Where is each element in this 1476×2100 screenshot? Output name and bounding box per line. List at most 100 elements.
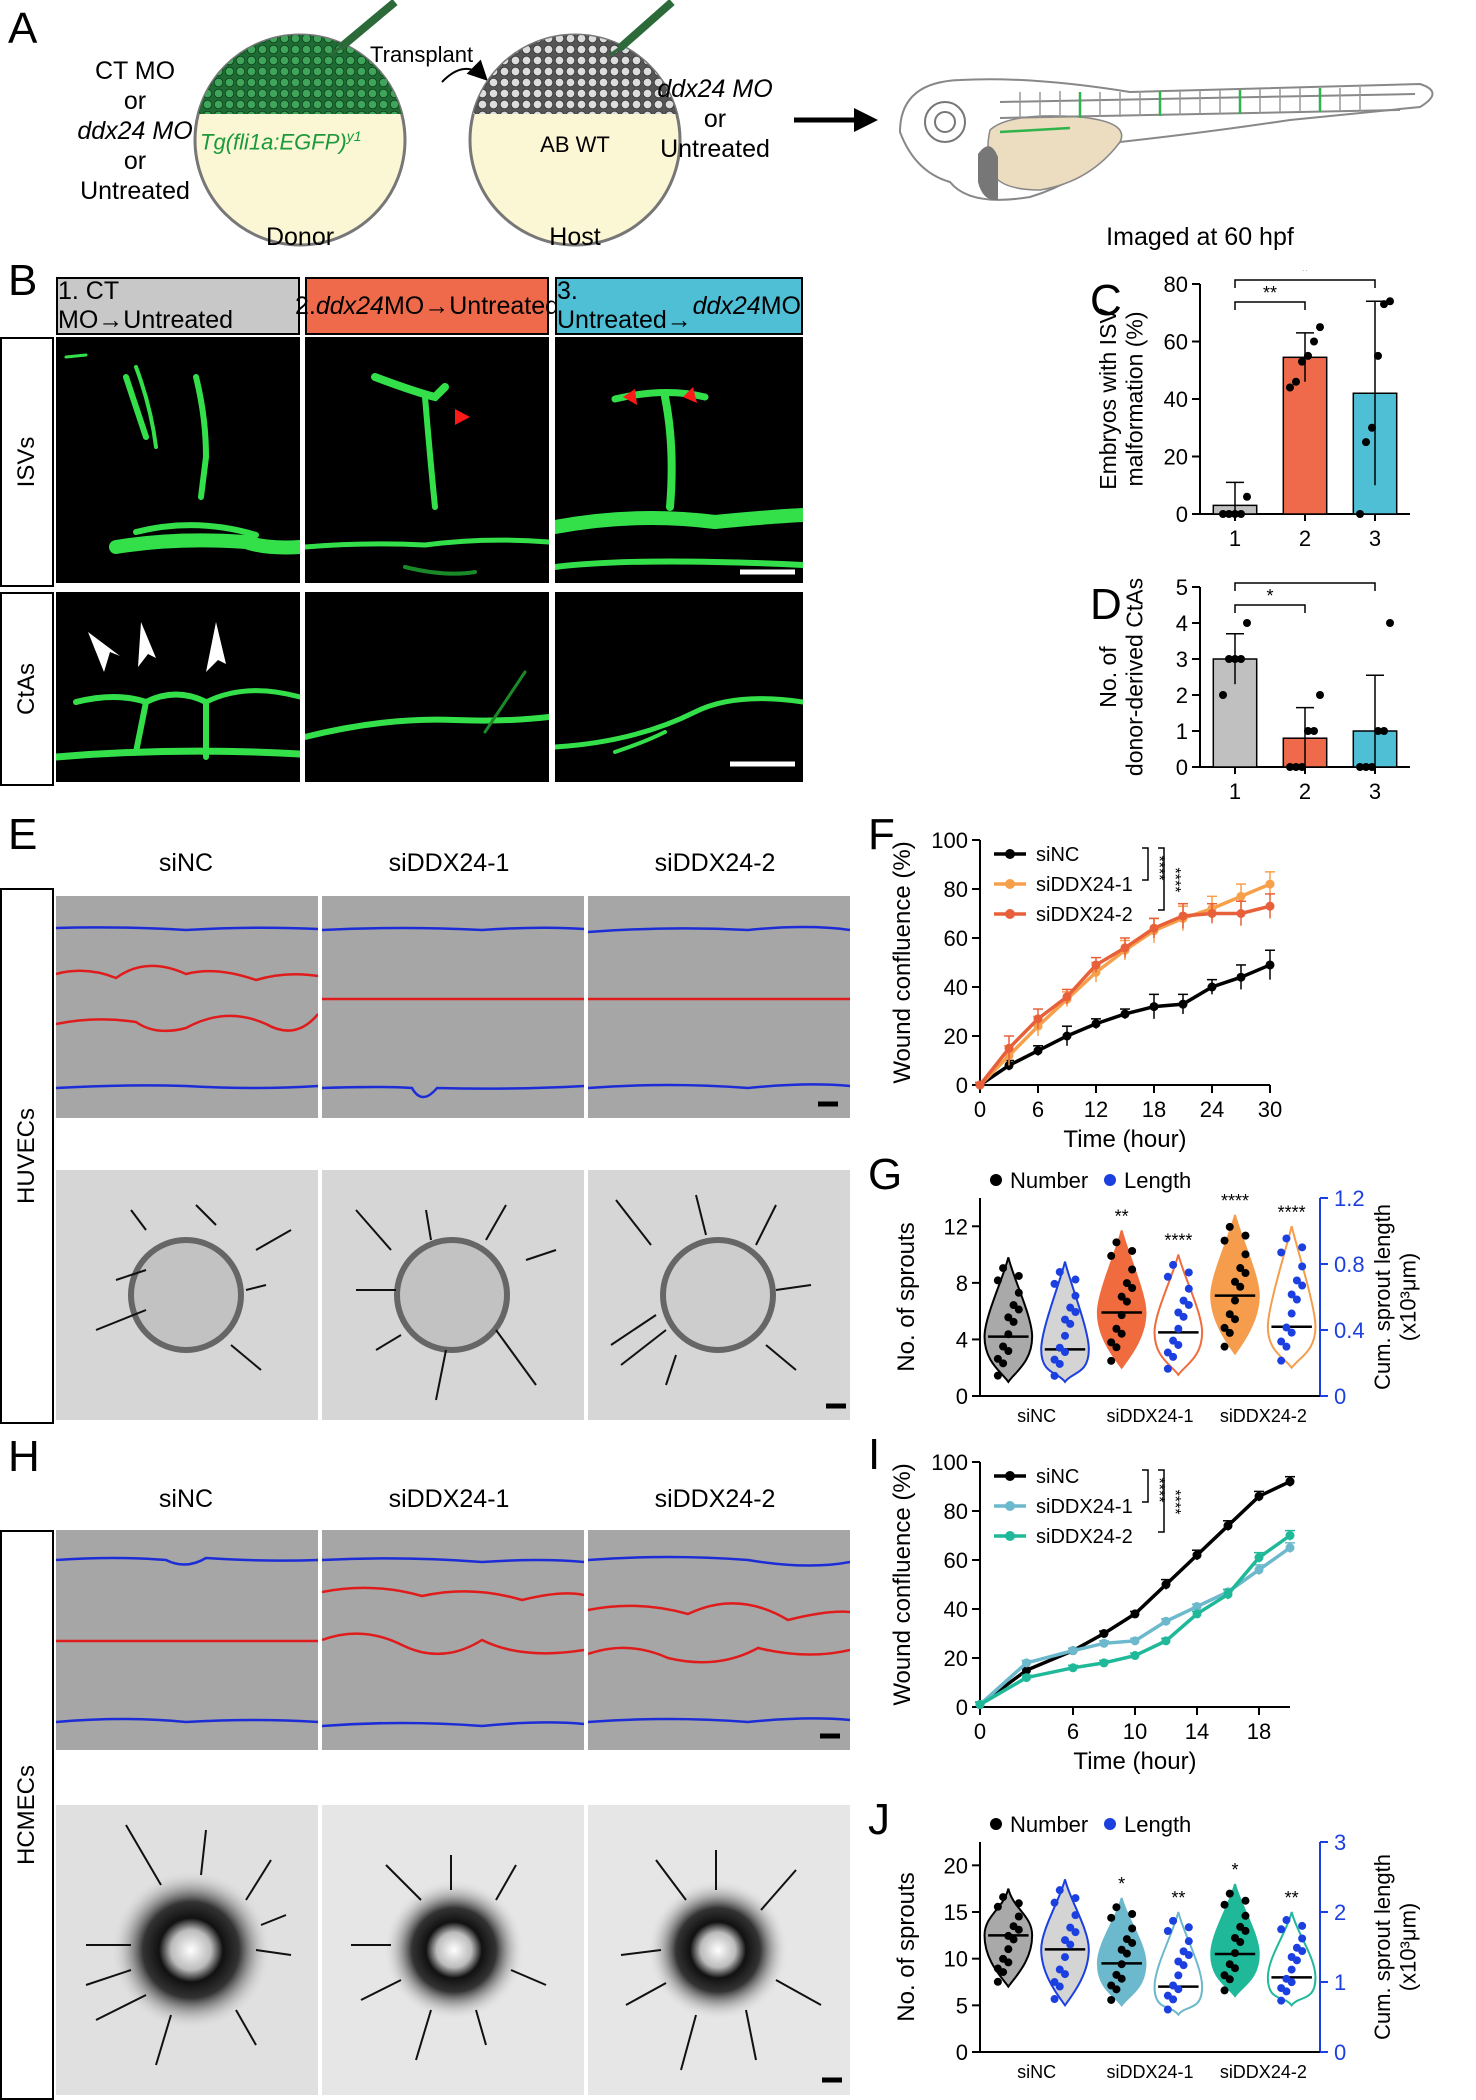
significance-label: ** (1115, 1207, 1129, 1227)
x-tick-label: siDDX24-2 (1220, 2062, 1307, 2082)
data-point (1310, 337, 1318, 346)
data-point (1149, 1002, 1159, 1012)
significance-label: ** (1285, 1888, 1299, 1908)
data-point (1356, 510, 1364, 518)
legend-marker (1005, 909, 1015, 919)
series-line (979, 1534, 1292, 1707)
data-point (1292, 1276, 1301, 1285)
data-point (1112, 1343, 1121, 1352)
data-point (1225, 1975, 1234, 1984)
data-point (1117, 1292, 1126, 1301)
data-point (1128, 1284, 1137, 1293)
significance-label: **** (1166, 1490, 1183, 1515)
data-point (1112, 1985, 1121, 1994)
y-tick-label: 60 (944, 926, 968, 951)
data-point (1298, 357, 1306, 366)
significance-bracket (1142, 1469, 1149, 1503)
y-tick-label: 8 (956, 1271, 968, 1296)
data-point (1071, 1291, 1080, 1300)
data-point (1286, 383, 1294, 392)
data-point (1033, 1014, 1043, 1024)
data-point (1128, 1909, 1137, 1918)
y-tick-label: 60 (1164, 330, 1188, 355)
data-point (1107, 1251, 1116, 1260)
data-point (1112, 1903, 1121, 1912)
arrowhead-icon (683, 387, 697, 403)
data-point (1386, 297, 1394, 306)
data-point (993, 1902, 1002, 1911)
data-point (993, 1276, 1002, 1285)
huvec-wound-siddx24-2 (588, 896, 850, 1118)
data-point (1050, 1978, 1059, 1987)
data-point (1009, 1301, 1018, 1310)
header-condition-3: 3. Untreated→ ddx24 MO (555, 277, 803, 335)
data-point (1174, 1971, 1183, 1980)
data-point (1009, 1317, 1018, 1326)
y-tick-label: 80 (1164, 272, 1188, 297)
x-tick-label: 12 (1084, 1097, 1108, 1122)
data-point (1174, 1324, 1183, 1333)
series-line (979, 963, 1271, 1087)
significance-bracket (1234, 604, 1306, 613)
y-tick-label: 0 (956, 1695, 968, 1720)
data-point (1356, 763, 1364, 771)
y2-tick-label: 0.4 (1334, 1318, 1365, 1343)
legend-label: Length (1124, 1812, 1191, 1837)
x-tick-label: 18 (1247, 1719, 1271, 1744)
data-point (1287, 1965, 1296, 1974)
isv-image-3 (555, 337, 803, 583)
data-point (1192, 1550, 1202, 1560)
data-point (1130, 1636, 1140, 1646)
data-point (1236, 1264, 1245, 1273)
significance-label: **** (1221, 1191, 1249, 1211)
data-point (1265, 960, 1275, 970)
data-point (1241, 1911, 1250, 1920)
data-point (1243, 619, 1251, 627)
data-point (1163, 1926, 1172, 1935)
legend-marker (1005, 1531, 1015, 1541)
x-tick-label: siNC (1017, 1406, 1056, 1426)
header-condition-2: 2. ddx24 MO→Untreated (295, 277, 559, 335)
panel-letter-f: F (868, 810, 895, 859)
y-axis-label: Wound confluence (%) (889, 841, 916, 1083)
y-tick-label: 5 (1176, 575, 1188, 600)
data-point (1061, 1970, 1069, 1979)
data-point (1014, 1288, 1023, 1297)
isv-image-1 (56, 337, 300, 583)
data-point (1231, 1296, 1239, 1305)
panel-letter-a: A (8, 4, 38, 53)
data-point (1014, 1912, 1023, 1921)
y-axis-label: Embryos with ISVmalformation (%) (1095, 308, 1147, 490)
data-point (1231, 1315, 1239, 1324)
data-point (1055, 1359, 1064, 1368)
donor-conditions: CT MO or ddx24 MO or Untreated (77, 57, 193, 205)
data-point (1068, 1663, 1078, 1673)
data-point (1310, 727, 1318, 735)
chart-i: 0 20 40 60 80 100 0 6 10 14 18 Time (hour) Wound con… (889, 1450, 1295, 1775)
y2-tick-label: 2 (1334, 1900, 1346, 1925)
data-point (1265, 901, 1275, 911)
data-point (1362, 438, 1370, 447)
col-label-siddx24-2: siDDX24-2 (654, 849, 776, 877)
data-point (1292, 1295, 1301, 1304)
data-point (1277, 1925, 1286, 1934)
data-point (1009, 1935, 1018, 1944)
data-point (1219, 691, 1227, 699)
data-point (1004, 1945, 1013, 1954)
data-point (999, 1893, 1008, 1902)
data-point (1033, 1046, 1043, 1056)
col-label-siddx24-1: siDDX24-1 (388, 849, 510, 877)
cta-image-2 (305, 592, 549, 782)
host-treatment: ddx24 MO or Untreated (657, 75, 773, 163)
significance-label: * (1231, 1860, 1238, 1880)
significance-bracket (1158, 1469, 1165, 1533)
data-point (1112, 1324, 1121, 1333)
isv-image-2 (305, 337, 549, 583)
y-tick-label: 5 (956, 1993, 968, 2018)
significance-label: ** (1263, 283, 1277, 303)
col-label-sinc: siNC (158, 1485, 214, 1513)
panel-letter-g: G (868, 1150, 903, 1199)
data-point (1220, 1323, 1229, 1332)
data-point (1386, 619, 1394, 627)
data-point (1061, 1331, 1069, 1340)
